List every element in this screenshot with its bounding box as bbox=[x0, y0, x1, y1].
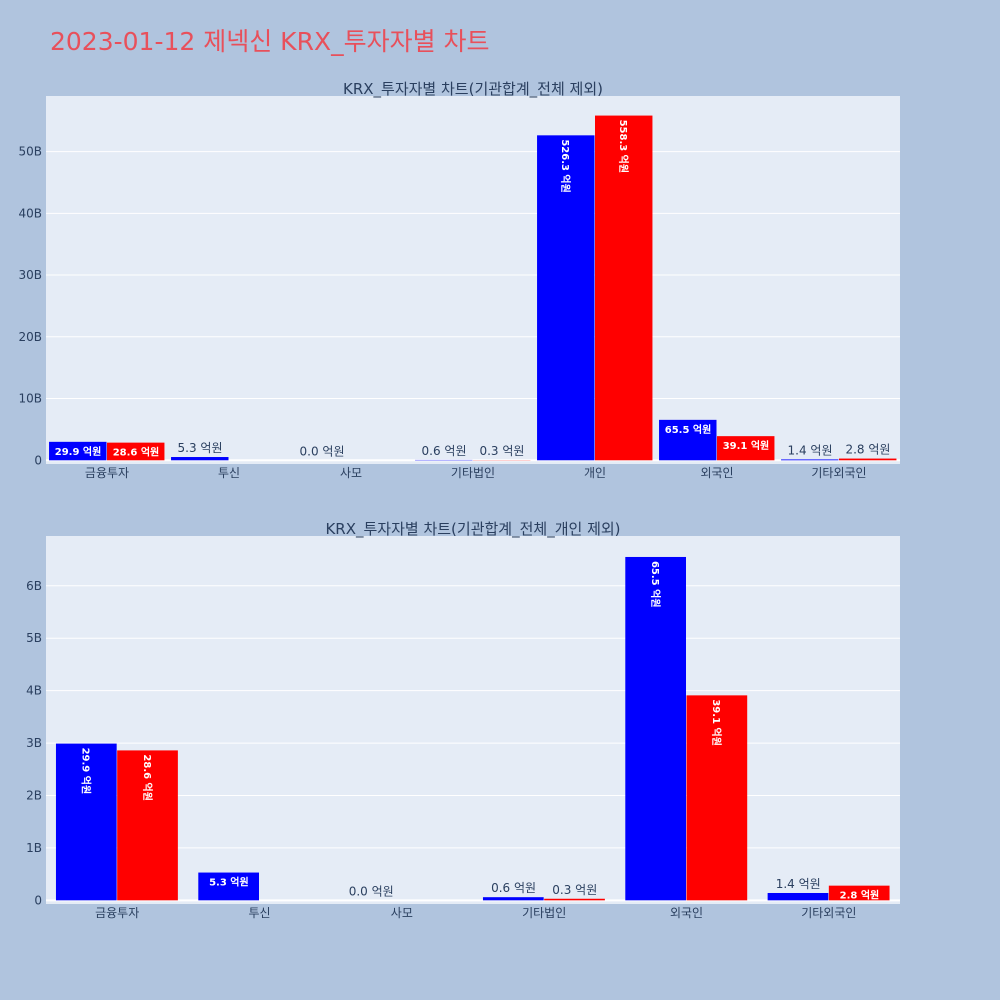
bar bbox=[686, 695, 748, 901]
plot-area bbox=[46, 96, 900, 464]
x-tick-label: 기타외국인 bbox=[801, 906, 856, 920]
bar bbox=[717, 436, 775, 461]
y-tick-label: 3B bbox=[26, 736, 42, 750]
bar-label: 65.5 억원 bbox=[649, 561, 662, 608]
bar-label: 526.3 억원 bbox=[559, 139, 572, 193]
y-tick-label: 30B bbox=[18, 268, 42, 282]
bar-label: 5.3 억원 bbox=[209, 876, 249, 889]
bar-label: 28.6 억원 bbox=[113, 446, 160, 459]
bar-label: 558.3 억원 bbox=[617, 120, 630, 174]
chart-1: 0 10B 20B 30B 40B 50B KRX_투자자별 차트(기관합계_전체 제외) 금… bbox=[18, 80, 900, 480]
bar-label: 0.6 억원 bbox=[422, 444, 467, 458]
bar-label: 0.0 억원 bbox=[349, 884, 394, 898]
x-tick-label: 투신 bbox=[248, 906, 270, 920]
y-tick-label: 0 bbox=[34, 453, 42, 467]
bar-label: 2.8 억원 bbox=[845, 443, 890, 457]
bar bbox=[767, 892, 829, 901]
bar bbox=[482, 897, 544, 901]
chart-title: KRX_투자자별 차트(기관합계_전체 제외) bbox=[343, 80, 603, 99]
bar bbox=[659, 419, 717, 461]
bar bbox=[171, 457, 229, 461]
bar bbox=[544, 898, 605, 901]
bar-label: 0.3 억원 bbox=[479, 444, 524, 458]
y-tick-label: 1B bbox=[26, 841, 42, 855]
bar-label: 1.4 억원 bbox=[788, 443, 833, 457]
y-tick-label: 40B bbox=[18, 206, 42, 220]
bar bbox=[537, 135, 595, 461]
y-tick-label: 2B bbox=[26, 788, 42, 802]
bar-label: 0.6 억원 bbox=[491, 881, 536, 895]
x-tick-label: 외국인 bbox=[700, 466, 733, 480]
bar bbox=[595, 115, 653, 461]
bar-label: 0.3 억원 bbox=[552, 883, 597, 897]
bar-label: 5.3 억원 bbox=[178, 441, 223, 455]
bar-label: 1.4 억원 bbox=[776, 877, 821, 891]
chart-title: KRX_투자자별 차트(기관합계_전체_개인 제외) bbox=[325, 520, 620, 539]
x-tick-label: 외국인 bbox=[670, 906, 703, 920]
bar-label: 65.5 억원 bbox=[665, 423, 712, 436]
bar bbox=[107, 442, 165, 461]
bar-label: 28.6 억원 bbox=[141, 754, 154, 801]
bar bbox=[828, 885, 890, 901]
x-tick-label: 금융투자 bbox=[95, 906, 139, 920]
x-tick-label: 사모 bbox=[340, 466, 362, 480]
bar-label: 29.9 억원 bbox=[55, 445, 102, 458]
bar-label: 29.9 억원 bbox=[80, 748, 93, 795]
y-tick-label: 10B bbox=[18, 392, 42, 406]
x-tick-label: 개인 bbox=[584, 466, 606, 480]
y-tick-label: 6B bbox=[26, 579, 42, 593]
y-tick-label: 50B bbox=[18, 145, 42, 159]
x-tick-label: 기타법인 bbox=[522, 906, 566, 920]
bar-label: 39.1 억원 bbox=[723, 439, 770, 452]
bar bbox=[625, 556, 686, 901]
plot-area bbox=[46, 536, 900, 904]
bar bbox=[198, 872, 259, 901]
x-tick-label: 기타외국인 bbox=[811, 466, 866, 480]
bar bbox=[839, 458, 897, 461]
x-tick-label: 사모 bbox=[391, 906, 413, 920]
y-tick-label: 5B bbox=[26, 631, 42, 645]
y-tick-label: 4B bbox=[26, 684, 42, 698]
y-tick-label: 0 bbox=[34, 893, 42, 907]
chart-2: 0 1B 2B 3B 4B 5B 6B KRX_투자자별 차트(기관합계_전체_개인 제외) 금… bbox=[26, 520, 900, 920]
bar bbox=[781, 459, 839, 461]
bar-label: 39.1 억원 bbox=[710, 699, 723, 746]
bar bbox=[49, 441, 107, 461]
bar bbox=[117, 750, 178, 901]
bar-label: 0.0 억원 bbox=[300, 444, 345, 458]
x-tick-label: 금융투자 bbox=[85, 466, 129, 480]
bar-label: 2.8 억원 bbox=[840, 889, 880, 902]
bar bbox=[55, 743, 117, 901]
x-tick-label: 기타법인 bbox=[451, 466, 495, 480]
y-tick-label: 20B bbox=[18, 330, 42, 344]
x-tick-label: 투신 bbox=[218, 466, 240, 480]
page-title: 2023-01-12 제넥신 KRX_투자자별 차트 bbox=[50, 27, 490, 56]
